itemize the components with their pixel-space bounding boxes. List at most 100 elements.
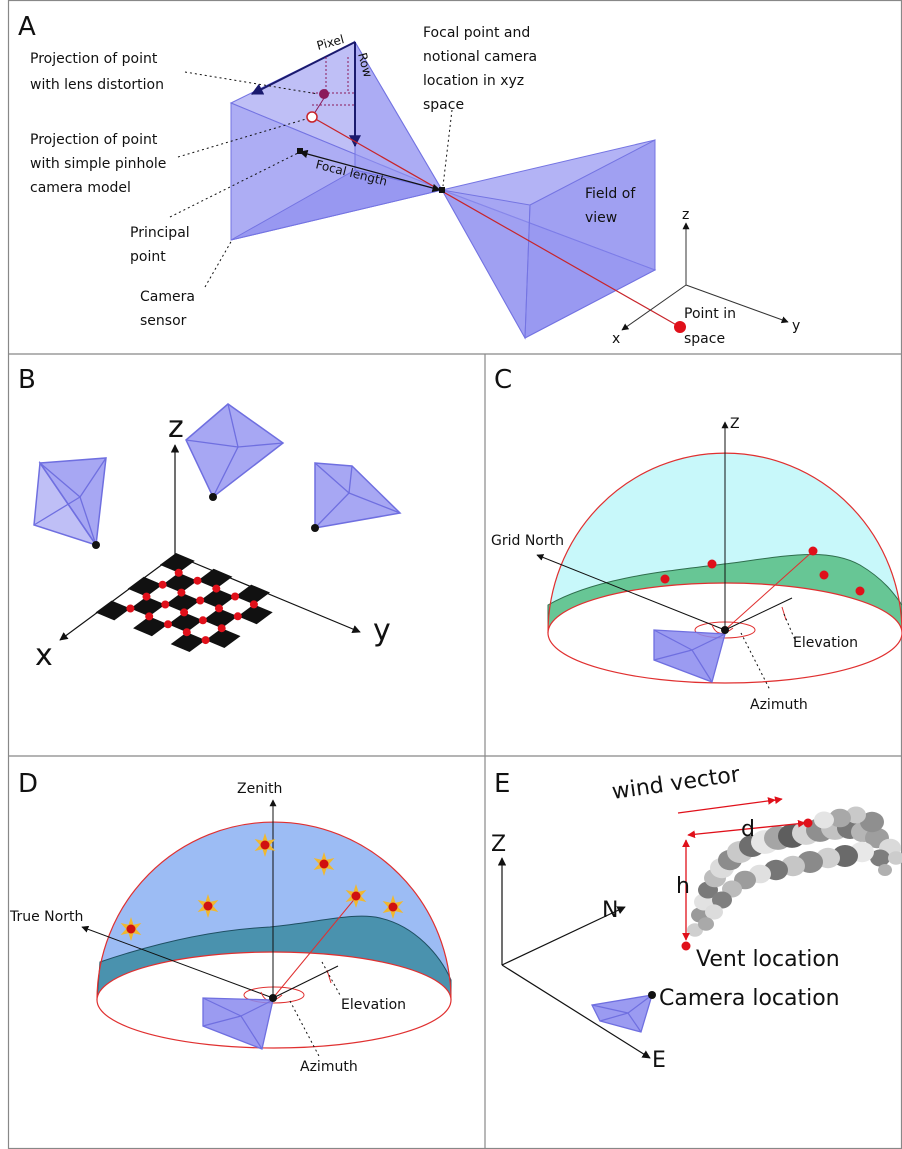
- plume-puff: [846, 806, 866, 824]
- camera-sensor-label-1: Camera: [140, 289, 195, 305]
- e-camera-location-label: Camera location: [659, 986, 840, 1011]
- checker-corner-point: [174, 568, 183, 577]
- d-dome-outline: [96, 821, 452, 1001]
- d-true-north-arrow: [81, 925, 274, 999]
- checker-corner-point: [193, 576, 202, 585]
- checker-corner-point: [212, 584, 221, 593]
- checker-corner-point: [145, 612, 154, 621]
- plume-puff: [870, 849, 890, 867]
- checker-corner-point: [249, 600, 258, 609]
- e-d-label: d: [741, 817, 755, 842]
- star-center-point: [203, 901, 213, 911]
- principal-point-marker: [297, 148, 303, 154]
- plume-puff: [698, 917, 714, 931]
- c-azimuth-label: Azimuth: [750, 697, 808, 713]
- checker-corner-point: [233, 612, 242, 621]
- checker-corner-point: [182, 628, 191, 637]
- checker-corner-point: [180, 608, 189, 617]
- star-center-point: [260, 840, 270, 850]
- pinhole-label-3: camera model: [30, 180, 131, 196]
- d-camera: [202, 994, 277, 1050]
- checker-corner-point: [231, 592, 240, 601]
- panel-a-letter: A: [18, 12, 36, 42]
- checker-corner-point: [196, 596, 205, 605]
- principal-point-label-2: point: [130, 249, 166, 265]
- panel-b: B z y x: [18, 365, 402, 673]
- checker-square: [162, 572, 198, 593]
- pinhole-label-2: with simple pinhole: [30, 156, 166, 172]
- e-plume-top-point: [803, 818, 813, 828]
- distorted-projection-point: [319, 89, 329, 99]
- checker-corner-point: [126, 604, 135, 613]
- checker-square: [127, 576, 163, 597]
- checker-corner-point: [217, 624, 226, 633]
- d-elevation-leader: [321, 961, 341, 996]
- e-axis-n: [501, 906, 626, 966]
- pixel-axis-arrow: [250, 41, 356, 95]
- b-camera-right: [311, 462, 402, 532]
- checker-square: [95, 600, 131, 621]
- checker-corner-point: [158, 580, 167, 589]
- panel-e: E Z N E wind vector d h Vent location: [491, 762, 902, 1073]
- d-azimuth-label: Azimuth: [300, 1059, 358, 1075]
- field-of-view-label-2: view: [585, 210, 617, 226]
- e-axis-z-label: Z: [491, 832, 506, 857]
- star-center-point: [319, 859, 329, 869]
- pinhole-label-1: Projection of point: [30, 132, 158, 148]
- axis-y-label: y: [792, 318, 800, 334]
- b-axis-z-label: z: [168, 410, 184, 445]
- focal-point-label-4: space: [423, 97, 464, 113]
- c-elevation-label: Elevation: [793, 635, 858, 651]
- e-axis-e: [501, 964, 651, 1059]
- checker-corner-point: [215, 604, 223, 613]
- point-in-space-label-1: Point in: [684, 306, 736, 322]
- e-axis-e-label: E: [652, 1048, 666, 1073]
- checker-corner-point: [198, 616, 207, 625]
- pinhole-projection-point: [306, 111, 318, 123]
- checker-corner-point: [161, 600, 170, 609]
- checker-corner-point: [201, 636, 210, 645]
- xyz-axes: [621, 222, 789, 331]
- focal-point-label-2: notional camera: [423, 49, 537, 65]
- plume-puff: [712, 891, 732, 909]
- checker-square: [205, 628, 241, 648]
- panel-a: A Pixel Row F: [18, 12, 800, 347]
- e-d-arrow: [687, 819, 806, 839]
- e-vent-point: [681, 941, 691, 951]
- panel-e-letter: E: [494, 769, 510, 799]
- checker-square: [159, 553, 195, 573]
- c-elevation-ray: [724, 551, 813, 631]
- plume-puff: [860, 811, 884, 833]
- d-azimuth-leader: [289, 1000, 321, 1059]
- e-vent-location-label: Vent location: [696, 947, 840, 972]
- camera-sensor-label-2: sensor: [140, 313, 187, 329]
- pixel-label: Pixel: [315, 32, 345, 53]
- field-of-view-frustum: [440, 139, 657, 340]
- plume-puff: [878, 864, 892, 876]
- b-axis-y-label: y: [373, 613, 391, 648]
- e-axis-n-label: N: [602, 898, 618, 923]
- e-camera: [591, 991, 656, 1033]
- plume-puff: [814, 811, 834, 829]
- star-center-point: [388, 902, 398, 912]
- checker-square: [200, 588, 236, 609]
- b-axis-x: [59, 554, 176, 641]
- d-true-north-label: True North: [9, 909, 83, 925]
- point-in-space-label-2: space: [684, 331, 725, 347]
- panel-d-letter: D: [18, 769, 38, 799]
- c-axis-z-label: Z: [730, 416, 740, 432]
- d-stars: [120, 833, 404, 941]
- checker-corner-point: [142, 592, 151, 601]
- checker-square: [237, 604, 273, 625]
- sensor-frustum: [229, 40, 444, 241]
- point-in-space: [674, 321, 686, 333]
- c-grid-north-label: Grid North: [491, 533, 564, 549]
- row-label: Row: [355, 51, 375, 79]
- d-elevation-label: Elevation: [341, 997, 406, 1013]
- b-camera-middle: [185, 403, 285, 501]
- leader-lines: [169, 71, 453, 288]
- star-center-point: [351, 891, 361, 901]
- c-camera: [653, 626, 729, 683]
- d-zenith-label: Zenith: [237, 781, 282, 797]
- pixel-guides: [312, 57, 356, 106]
